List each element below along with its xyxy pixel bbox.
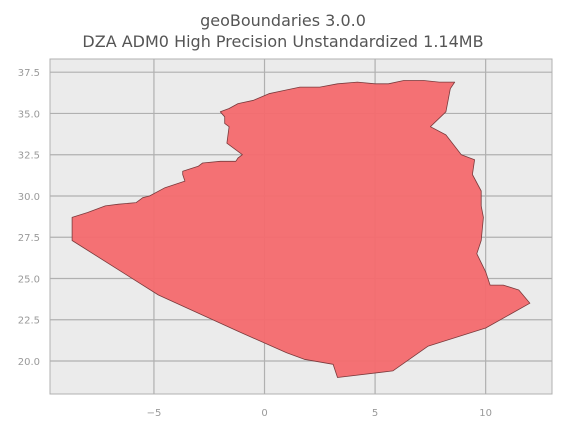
y-tick-label: 22.5 [18, 316, 40, 327]
y-tick-label: 35.0 [18, 109, 40, 120]
y-tick-label: 32.5 [18, 151, 40, 162]
country-boundary-dza [71, 80, 531, 378]
map-title: geoBoundaries 3.0.0 [200, 11, 366, 30]
x-tick-label: 10 [479, 408, 492, 419]
y-tick-label: 20.0 [18, 357, 40, 368]
x-tick-label: 5 [372, 408, 378, 419]
tick-labels: −5 0 5 10 20.0 22.5 25.0 27.5 30.0 32.5 35.0 37.5 [18, 68, 492, 419]
map-subtitle: DZA ADM0 High Precision Unstandardized 1… [82, 32, 484, 51]
boundary-layer [71, 80, 531, 378]
y-tick-label: 25.0 [18, 274, 40, 285]
map-title-block: geoBoundaries 3.0.0 DZA ADM0 High Precis… [0, 10, 566, 52]
y-tick-label: 27.5 [18, 233, 40, 244]
x-tick-label: 0 [261, 408, 267, 419]
y-tick-label: 30.0 [18, 192, 40, 203]
x-tick-label: −5 [147, 408, 162, 419]
y-tick-label: 37.5 [18, 68, 40, 79]
